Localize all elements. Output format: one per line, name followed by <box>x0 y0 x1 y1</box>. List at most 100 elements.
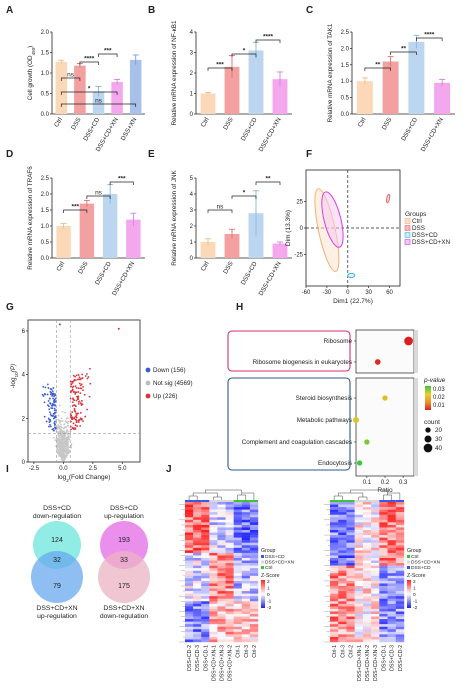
heatmap-right-column-label: Ctrl-1 <box>332 645 338 658</box>
point-not-sig <box>63 459 65 462</box>
point-up <box>82 420 84 422</box>
heatmap-right-cell <box>346 611 355 615</box>
point-down <box>50 414 53 417</box>
heatmap-left-cell <box>193 583 202 587</box>
heatmap-left-cell <box>201 621 210 625</box>
heatmap-left-group-bar <box>209 500 218 502</box>
heatmap-left-cell <box>209 578 218 582</box>
heatmap-left-cell <box>249 626 259 630</box>
heatmap-left-cell <box>185 626 194 630</box>
y-tick-label: 0 <box>22 460 26 466</box>
venn-right-count-a: 193 <box>118 537 130 544</box>
heatmap-right-cell <box>387 603 396 607</box>
heatmap-right-cell <box>346 552 355 556</box>
cluster-ellipse-DSS+CD <box>347 272 356 279</box>
venn-left-circle-b <box>31 551 83 603</box>
panel-A: 0.0 0.5 1.0 1.5 2.0 Cell growth (OD450) Ctrl DS… <box>27 30 145 153</box>
heatmap-left-cell <box>225 555 234 559</box>
heatmap-left-cell <box>201 560 210 564</box>
x-tick-label: 0.0 <box>59 466 68 472</box>
point-not-sig <box>70 444 73 447</box>
heatmap-right-cell <box>330 634 339 638</box>
point-up <box>77 402 80 405</box>
heatmap-left-cell <box>193 616 202 620</box>
heatmap-right-cell <box>354 591 364 594</box>
point-down <box>46 393 49 396</box>
heatmap-left-cell <box>185 550 194 554</box>
heatmap-right-cell <box>387 639 396 643</box>
bar-Ctrl <box>55 61 68 114</box>
heatmap-left-cell <box>217 588 226 592</box>
point-up <box>86 372 88 375</box>
point-not-sig <box>64 455 67 458</box>
heatmap-right-cell <box>338 586 347 589</box>
heatmap-right-cell <box>354 616 364 620</box>
point-up <box>83 393 86 396</box>
panel-letter-J: J <box>166 464 172 475</box>
heatmap-right-cell <box>330 624 339 627</box>
venn-right-set-b-label: DSS+CD+XN <box>103 605 144 612</box>
x-tick-label: Ctrl <box>200 117 211 129</box>
heatmap-right-cell <box>338 573 347 577</box>
panel-B: 0 1 2 3 4 Relative mRNA expression of NF-κB1 C… <box>171 20 292 153</box>
heatmap-right-cell <box>330 555 339 559</box>
heatmap-right-cell <box>354 634 364 638</box>
heatmap-right-cell <box>354 583 364 587</box>
heatmap-left-cell <box>185 621 194 625</box>
heatmap-left-cell <box>241 614 251 617</box>
heatmap-left-cell <box>233 614 242 617</box>
heatmap-right-cell <box>379 608 388 612</box>
heatmap-left-cell <box>233 507 242 510</box>
point-up <box>81 377 84 379</box>
heatmap-left-cell <box>209 583 218 587</box>
heatmap-left-cell <box>209 608 218 612</box>
y-tick-label: 6 <box>22 329 26 335</box>
panel-J: DSS+CD-2 DSS+CD-3 DSS+CD-1 DSS+CD+XN-1 DSS+C… <box>179 489 441 681</box>
heatmap-right-cell <box>379 519 388 523</box>
count-legend-title: count <box>424 419 440 426</box>
heatmap-left-cell <box>193 631 202 635</box>
heatmap-right-cell <box>387 517 396 521</box>
heatmap-right-cell <box>346 530 355 533</box>
heatmap-right-cell <box>387 522 396 526</box>
point-not-sig <box>58 447 61 450</box>
heatmap-left-cell <box>241 598 251 602</box>
bar-DSS+CD <box>92 91 105 114</box>
point-not-sig <box>62 438 65 441</box>
point-not-sig <box>62 448 64 451</box>
sig-label: *** <box>71 204 79 211</box>
heatmap-left-cell <box>241 558 251 561</box>
heatmap-right-cell <box>379 537 388 541</box>
heatmap-right-cell <box>395 565 405 569</box>
y-tick-label: 1.0 <box>41 224 50 230</box>
point-up <box>80 403 83 405</box>
heatmap-right-cell <box>354 527 364 531</box>
heatmap-left-cell <box>193 598 202 602</box>
heatmap-left-cell <box>249 624 259 627</box>
heatmap-right-cell <box>330 570 339 574</box>
heatmap-right-cell <box>362 626 372 630</box>
point-not-sig <box>66 446 68 449</box>
heatmap-left-cell <box>225 588 234 592</box>
point-down <box>58 323 61 326</box>
heatmap-right-cell <box>330 606 339 610</box>
heatmap-right-cell <box>379 611 388 615</box>
heatmap-right-cell <box>362 512 372 515</box>
legend-swatch <box>404 239 411 245</box>
heatmap-left-cell <box>201 580 210 584</box>
point-up <box>81 373 84 376</box>
point-down <box>43 415 46 418</box>
heatmap-left-cell <box>185 591 194 594</box>
heatmap-right-cell <box>371 580 380 584</box>
heatmap-right-cell <box>330 540 339 543</box>
heatmap-left-column-label: DSS+CD+XN-3 <box>220 645 226 681</box>
point-up <box>89 382 92 385</box>
heatmap-right-group-bar <box>354 500 363 502</box>
heatmap-left-cell <box>217 583 226 587</box>
venn-right-set-a-sublabel: up-regulation <box>104 513 144 520</box>
heatmap-left-group-bar <box>201 500 210 502</box>
point-down <box>52 417 55 420</box>
legend-dot <box>145 380 151 386</box>
heatmap-left-cell <box>185 575 194 579</box>
heatmap-left-cell <box>217 586 226 589</box>
